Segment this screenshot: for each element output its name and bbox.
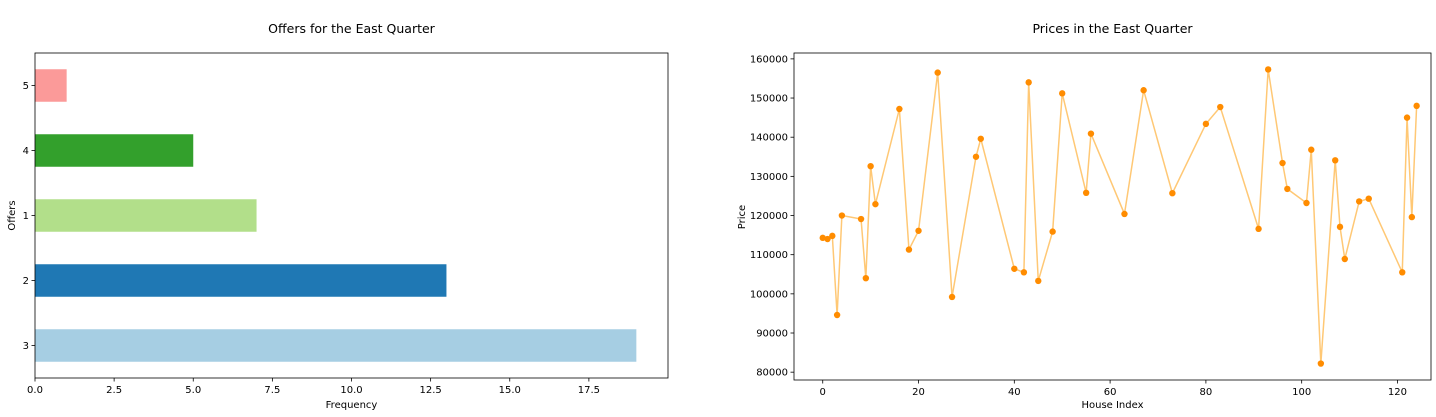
bar-x-axis-label: Frequency: [326, 400, 378, 411]
line-y-tick-label: 130000: [750, 172, 788, 183]
bar-x-tick-label: 12.5: [419, 385, 441, 396]
line-x-tick-label: 100: [1292, 387, 1311, 398]
bar-offers-4: [35, 134, 194, 167]
price-point: [977, 135, 984, 142]
price-point: [1255, 225, 1262, 233]
price-point: [896, 105, 903, 113]
bar-x-tick-label: 15.0: [499, 385, 521, 396]
price-point: [824, 235, 831, 243]
line-chart-frame: [793, 52, 1432, 381]
price-point: [1303, 199, 1310, 207]
price-point: [1279, 159, 1286, 167]
line-y-tick-label: 80000: [756, 368, 788, 379]
price-point: [1284, 185, 1291, 193]
price-point: [1025, 79, 1032, 86]
bar-offers-5: [35, 69, 67, 102]
price-point: [1336, 223, 1344, 231]
bar-y-tick-label: 1: [23, 211, 29, 222]
bar-offers-1: [35, 199, 257, 232]
offers-bar-chart: Offers for the East Quarter 0.0 2.5 5.0 7.5…: [7, 21, 669, 411]
price-point: [972, 153, 980, 160]
bar-x-tick-label: 7.5: [264, 385, 280, 396]
bar-y-tick-label: 3: [23, 341, 29, 352]
price-point: [1317, 360, 1325, 367]
price-point: [905, 246, 913, 253]
price-point: [915, 227, 922, 234]
price-point: [1217, 103, 1224, 111]
line-y-tick-label: 100000: [750, 289, 788, 300]
price-point: [819, 234, 826, 242]
bar-x-tick-label: 10.0: [340, 385, 362, 396]
bar-x-tick-label: 5.0: [185, 385, 201, 396]
bar-marks: [35, 69, 637, 362]
line-x-tick-label: 20: [912, 387, 925, 398]
line-y-tick-label: 120000: [750, 211, 788, 222]
bar-y-tick-label: 4: [23, 146, 29, 157]
line-y-ticks: 80000 90000 100000 110000 120000 130000 140000…: [750, 54, 794, 379]
line-marks: [819, 66, 1420, 367]
price-point: [1403, 114, 1411, 121]
bar-chart-title: Offers for the East Quarter: [268, 21, 436, 36]
price-point: [857, 215, 865, 223]
bar-y-ticks: 3 2 1 4 5: [23, 81, 35, 352]
line-y-tick-label: 150000: [750, 94, 788, 105]
price-point: [1059, 90, 1066, 97]
bar-y-tick-label: 5: [23, 81, 29, 92]
line-y-axis-label: Price: [737, 205, 748, 229]
bar-x-ticks: 0.0 2.5 5.0 7.5 10.0 12.5 15.0 17.5: [27, 378, 600, 396]
price-point: [1082, 189, 1090, 197]
price-point: [948, 293, 956, 301]
price-point: [1087, 130, 1095, 137]
price-point: [1365, 195, 1372, 202]
price-point: [1020, 269, 1028, 276]
price-point: [1121, 210, 1128, 218]
line-x-tick-label: 80: [1200, 387, 1213, 398]
line-x-tick-label: 60: [1104, 387, 1117, 398]
line-x-ticks: 0 20 40 60 80 100 120: [820, 380, 1407, 398]
price-point: [1308, 146, 1315, 153]
price-point: [1355, 198, 1363, 205]
bar-chart-frame: [34, 52, 669, 379]
price-point: [867, 162, 874, 170]
line-y-tick-label: 110000: [750, 250, 788, 261]
bar-x-tick-label: 2.5: [106, 385, 122, 396]
price-point: [1264, 66, 1272, 73]
bar-offers-3: [35, 329, 637, 362]
bar-x-tick-label: 17.5: [578, 385, 600, 396]
line-x-tick-label: 0: [820, 387, 826, 398]
price-point: [1408, 213, 1416, 221]
bar-y-axis-label: Offers: [7, 200, 18, 230]
line-x-tick-label: 120: [1388, 387, 1407, 398]
bar-y-tick-label: 2: [23, 276, 29, 287]
line-y-tick-label: 160000: [750, 54, 788, 65]
price-point: [1169, 189, 1176, 197]
price-point: [829, 232, 836, 240]
price-point: [862, 274, 870, 282]
line-y-tick-label: 140000: [750, 133, 788, 144]
price-point: [872, 200, 879, 208]
price-point: [1140, 87, 1147, 94]
line-x-axis-label: House Index: [1081, 400, 1143, 411]
price-point: [1049, 228, 1056, 235]
prices-line-chart: Prices in the East Quarter 0 20 40 60 80 100 1…: [737, 21, 1432, 411]
line-chart-title: Prices in the East Quarter: [1032, 21, 1193, 36]
price-point: [1035, 277, 1042, 285]
price-point: [1332, 157, 1339, 164]
price-point: [838, 212, 846, 219]
price-point: [833, 311, 841, 319]
price-point: [1202, 120, 1210, 128]
price-point: [1413, 102, 1420, 110]
bar-offers-2: [35, 264, 447, 297]
price-point: [1399, 269, 1406, 276]
price-point: [1011, 265, 1018, 272]
line-x-tick-label: 40: [1008, 387, 1021, 398]
price-point: [1341, 255, 1348, 263]
line-y-tick-label: 90000: [756, 329, 788, 340]
price-point: [934, 69, 941, 76]
bar-x-tick-label: 0.0: [27, 385, 43, 396]
